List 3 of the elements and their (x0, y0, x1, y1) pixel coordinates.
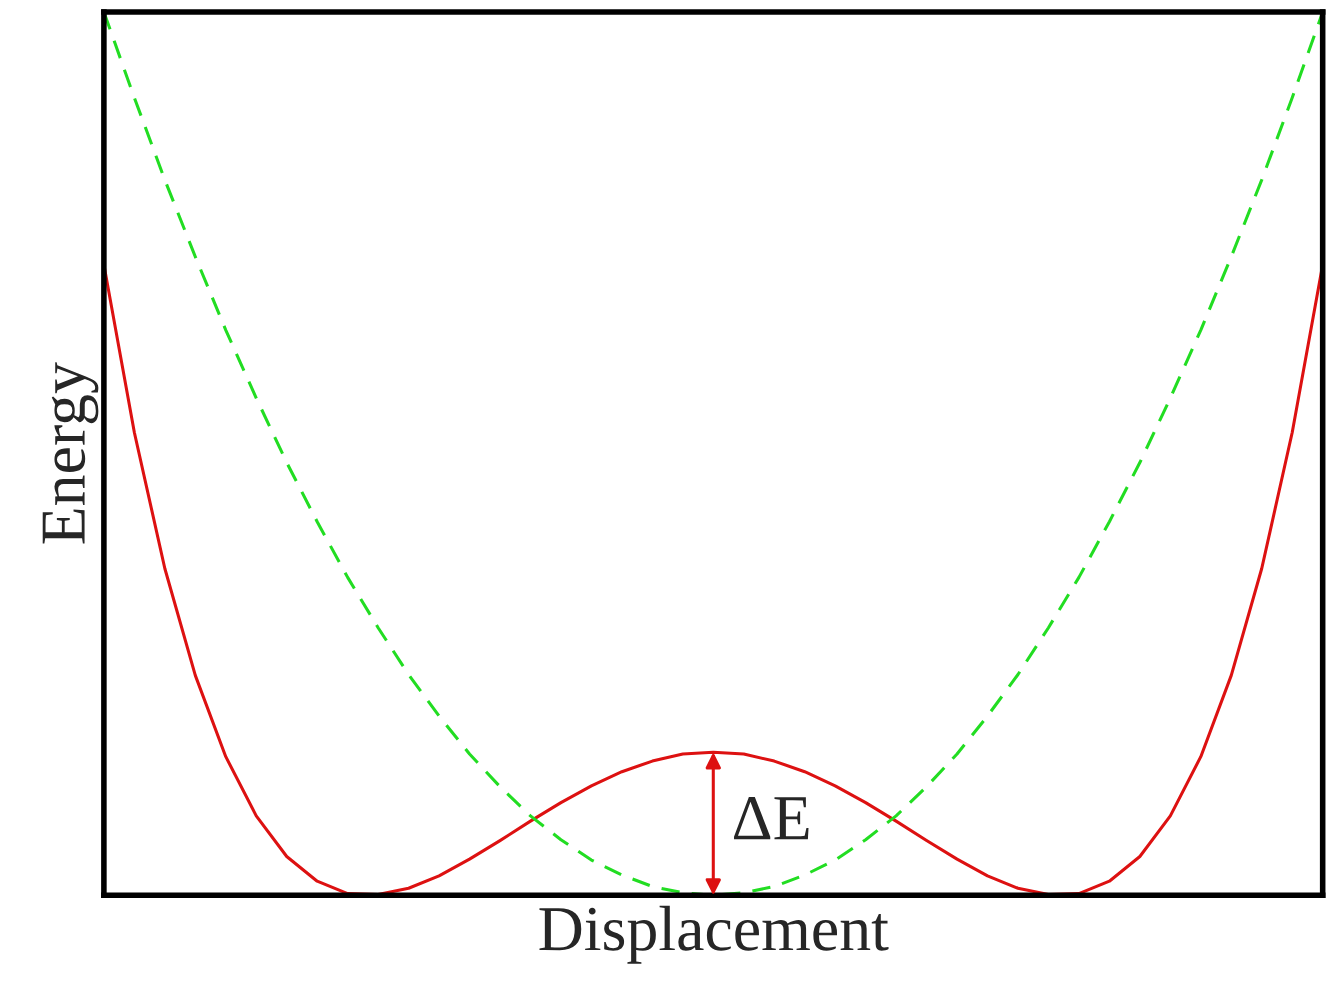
x-axis-title: Displacement (539, 905, 889, 964)
annotation: ΔE (734, 796, 809, 840)
y-axis-title: Energy (42, 362, 99, 544)
